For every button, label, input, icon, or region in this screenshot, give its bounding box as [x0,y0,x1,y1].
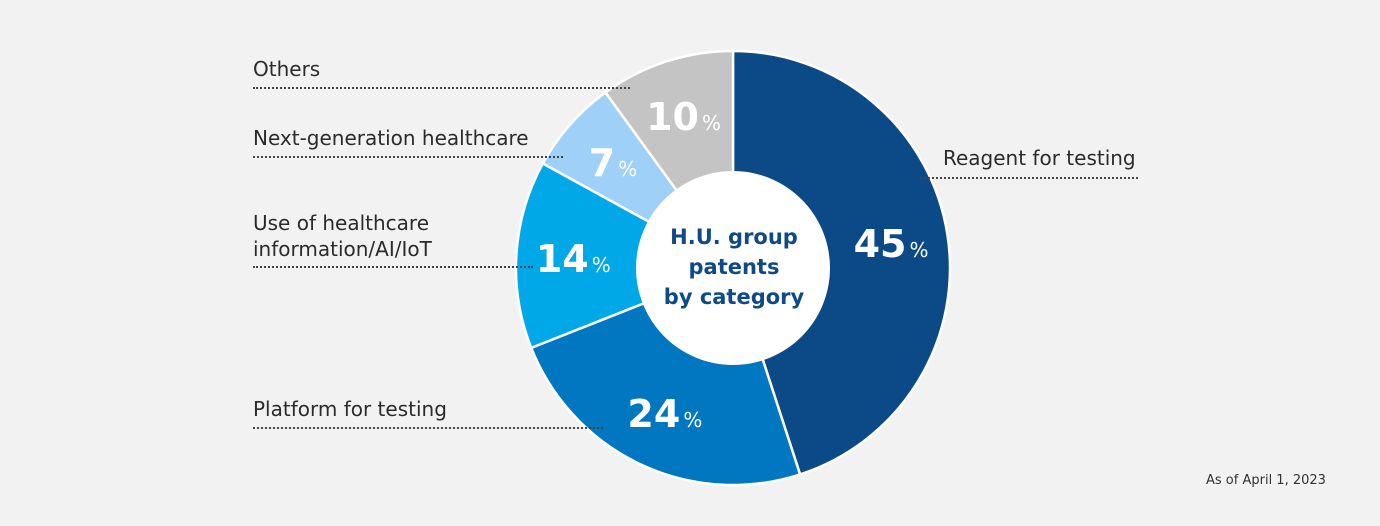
label-others: Others [253,57,321,81]
data-label-others: 10% [646,95,721,139]
leader-others [253,87,630,89]
center-title-line-1: H.U. group [670,225,798,249]
label-platform-for-testing: Platform for testing [253,397,447,421]
data-label-reagent-for-testing: 45% [854,222,929,266]
slice-use-of-healthcare-information-ai-iot [514,161,736,350]
center-title: H.U. group patents by category [636,222,832,312]
center-title-line-3: by category [663,285,805,309]
label-reagent-for-testing: Reagent for testing [943,146,1136,170]
label-next-generation-healthcare: Next-generation healthcare [253,126,529,150]
as-of-note: As of April 1, 2023 [1206,473,1326,488]
slice-reagent-for-testing [731,49,952,476]
label-healthcare-information-line2: information/AI/IoT [253,237,432,261]
donut-hole [636,171,830,365]
leader-next-generation-healthcare [253,156,563,158]
center-title-line-2: patents [688,255,780,279]
leader-reagent-for-testing [920,177,1138,179]
data-label-platform-for-testing: 24% [627,392,702,436]
data-label-use-of-healthcare-information-ai-iot: 14% [536,237,611,281]
leader-healthcare-information [253,266,533,268]
label-healthcare-information-line1: Use of healthcare [253,211,430,235]
data-label-next-generation-healthcare: 7% [589,141,637,185]
leader-platform-for-testing [253,427,603,429]
